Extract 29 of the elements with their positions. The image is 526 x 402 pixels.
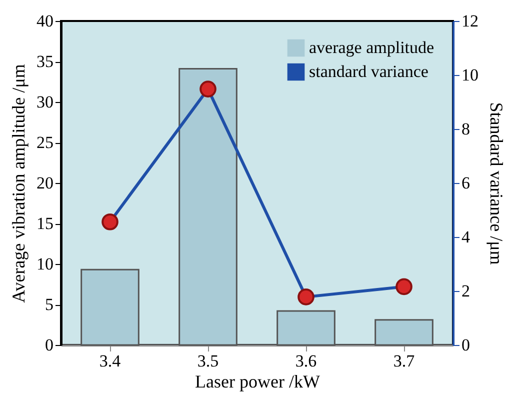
bar <box>374 319 434 346</box>
y2-tick-label: 4 <box>462 228 470 246</box>
y2-tick-label: 10 <box>462 66 478 84</box>
bar <box>178 68 238 346</box>
y-tick-label: 40 <box>36 12 54 30</box>
bar <box>276 310 336 346</box>
legend-label: average amplitude <box>309 38 434 57</box>
y2-tick-label: 6 <box>462 174 470 192</box>
y2-tick-label: 12 <box>462 12 478 30</box>
y-tick-label: 35 <box>36 52 54 71</box>
x-tick-label: 3.4 <box>99 352 122 370</box>
x-tick-label: 3.5 <box>197 352 219 370</box>
x-tick-label: 3.7 <box>393 352 416 370</box>
y-tick-label: 5 <box>45 295 54 314</box>
bar <box>80 268 140 346</box>
y2-axis-title: Standard variance /μm <box>486 102 506 265</box>
y2-tick-label: 2 <box>462 282 470 300</box>
y-tick-label: 15 <box>36 214 54 233</box>
y2-tick-label: 0 <box>462 336 470 354</box>
y2-tick-label: 8 <box>462 120 470 138</box>
y-tick-label: 25 <box>36 133 54 152</box>
y-tick-label: 30 <box>36 92 54 112</box>
y-tick-label: 20 <box>36 174 54 192</box>
x-tick-label: 3.6 <box>295 352 317 370</box>
y-tick-label: 10 <box>36 254 54 274</box>
legend-label: standard variance <box>309 62 428 81</box>
y-tick-label: 0 <box>45 336 54 354</box>
x-axis-title: Laser power /kW <box>195 372 320 392</box>
y-axis-title: Average vibration amplitude /μm <box>8 64 28 303</box>
